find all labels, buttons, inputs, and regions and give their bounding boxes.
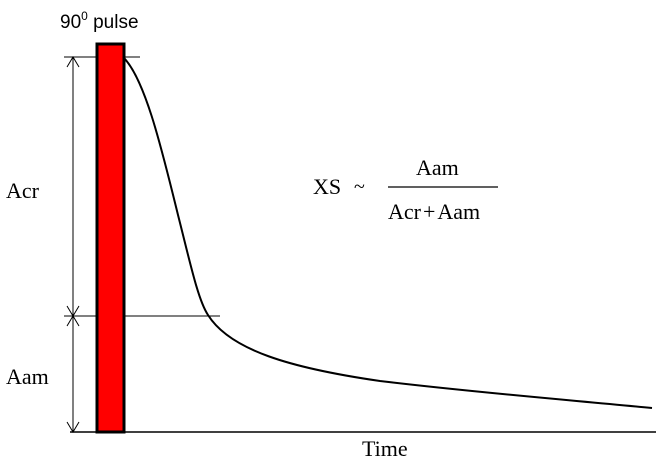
decay-curve <box>122 56 653 409</box>
time-axis-label: Time <box>362 436 408 461</box>
acr-label: Acr <box>6 178 40 203</box>
formula-denominator: Acr+Aam <box>388 199 480 224</box>
aam-label: Aam <box>6 364 49 389</box>
pulse-label: 900 pulse <box>60 9 139 33</box>
aam-dimension-arrow <box>66 315 80 433</box>
pulse-label-rest: pulse <box>88 12 139 33</box>
pulse-bar <box>95 42 126 434</box>
formula-relation: ~ <box>354 176 365 198</box>
formula-numerator: Aam <box>416 155 459 180</box>
pulse-label-superscript: 0 <box>81 9 88 23</box>
formula-denominator-right: Aam <box>437 199 480 224</box>
pulse-label-main: 90 <box>60 12 81 33</box>
formula-denominator-left: Acr <box>388 199 422 224</box>
acr-dimension-arrow <box>66 56 80 317</box>
formula-lhs: XS <box>313 174 341 199</box>
formula-denominator-op: + <box>423 199 435 224</box>
